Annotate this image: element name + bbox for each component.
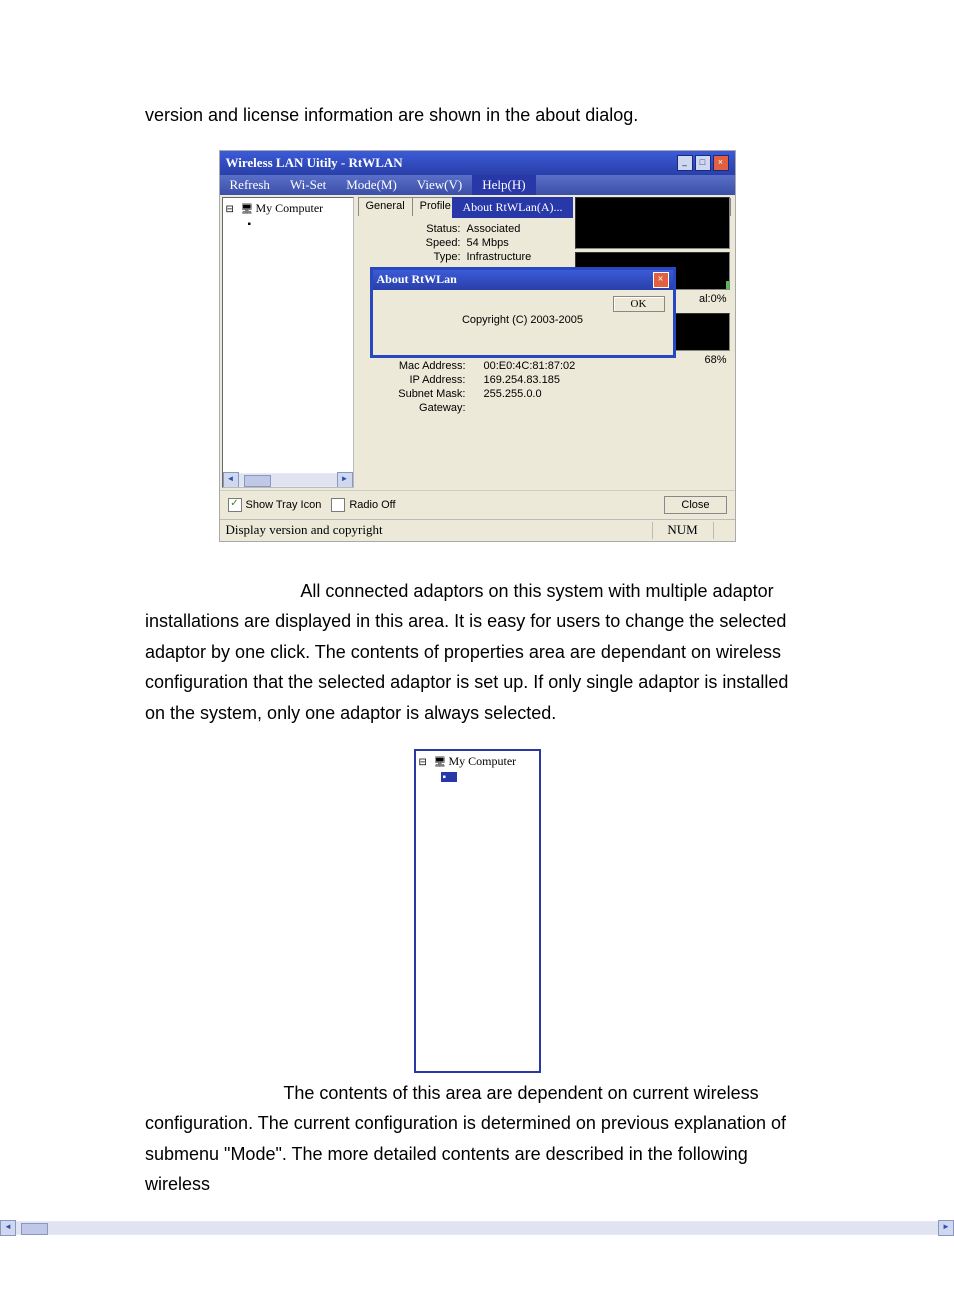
tree-screenshot: ⊟ 🖥 My Computer ▪ ◄ ► bbox=[414, 749, 541, 1073]
scroll-right-icon[interactable]: ► bbox=[337, 472, 353, 488]
paragraph-3: Properties Area The contents of this are… bbox=[145, 1078, 809, 1200]
subnet-value: 255.255.0.0 bbox=[484, 388, 542, 400]
menubar: Refresh Wi-Set Mode(M) View(V) Help(H) bbox=[220, 175, 735, 195]
minus-icon: ⊟ bbox=[226, 204, 238, 214]
paragraph-1: version and license information are show… bbox=[145, 100, 809, 131]
minus-icon: ⊟ bbox=[419, 757, 431, 767]
mac-label: Mac Address: bbox=[386, 360, 466, 372]
computer-icon: 🖥 bbox=[241, 204, 253, 214]
tray-checkbox-label: Show Tray Icon bbox=[246, 499, 322, 511]
tree2-content: ⊟ 🖥 My Computer ▪ bbox=[416, 751, 539, 1063]
tree-root-node[interactable]: ⊟ 🖥 My Computer bbox=[226, 201, 350, 216]
about-title: About RtWLan bbox=[377, 272, 457, 287]
paragraph-2: Adaptor List Area All connected adaptors… bbox=[145, 576, 809, 729]
about-dialog: About RtWLan × OK Copyright (C) 2003-200… bbox=[370, 267, 676, 358]
statusbar: Display version and copyright NUM bbox=[220, 519, 735, 541]
tree-child-node[interactable]: ▪ bbox=[226, 216, 350, 231]
menu-wiset[interactable]: Wi-Set bbox=[280, 175, 336, 195]
scroll-right-icon[interactable]: ► bbox=[938, 1220, 954, 1236]
tree2-scrollbar[interactable]: ◄ ► bbox=[0, 1221, 954, 1235]
tree-scrollbar[interactable]: ◄ ► bbox=[223, 473, 353, 487]
num-indicator: NUM bbox=[652, 522, 713, 539]
document-page: version and license information are show… bbox=[0, 0, 954, 1300]
about-copyright: Copyright (C) 2003-2005 bbox=[383, 314, 663, 326]
status-value: Associated bbox=[467, 223, 521, 235]
minimize-button[interactable]: _ bbox=[677, 155, 693, 171]
statusbar-text: Display version and copyright bbox=[226, 522, 652, 539]
mac-value: 00:E0:4C:81:87:02 bbox=[484, 360, 576, 372]
window-titlebar: Wireless LAN Uitily - RtWLAN _ □ × bbox=[220, 151, 735, 175]
tree-content: ⊟ 🖥 My Computer ▪ bbox=[223, 198, 353, 234]
scroll-thumb[interactable] bbox=[244, 475, 271, 487]
window-buttons: _ □ × bbox=[677, 155, 729, 171]
resize-grip-icon bbox=[713, 522, 729, 539]
tree2-root-node[interactable]: ⊟ 🖥 My Computer bbox=[419, 754, 536, 769]
ip-value: 169.254.83.185 bbox=[484, 374, 560, 386]
radio-checkbox-wrap[interactable]: Radio Off bbox=[331, 498, 395, 512]
about-menuitem[interactable]: About RtWLan(A)... bbox=[453, 198, 573, 217]
about-close-button[interactable]: × bbox=[653, 272, 669, 288]
speed-value: 54 Mbps bbox=[467, 237, 509, 249]
main-screenshot: Wireless LAN Uitily - RtWLAN _ □ × Refre… bbox=[220, 151, 735, 541]
close-window-button[interactable]: × bbox=[713, 155, 729, 171]
menu-refresh[interactable]: Refresh bbox=[220, 175, 280, 195]
tray-checkbox-wrap[interactable]: ✓ Show Tray Icon bbox=[228, 498, 322, 512]
computer-icon: 🖥 bbox=[434, 757, 446, 767]
bottom-bar: ✓ Show Tray Icon Radio Off Close bbox=[220, 490, 735, 519]
about-titlebar: About RtWLan × bbox=[373, 270, 673, 290]
ip-label: IP Address: bbox=[386, 374, 466, 386]
about-ok-button[interactable]: OK bbox=[613, 296, 665, 312]
adapter-icon: ▪ bbox=[248, 219, 260, 229]
signal-strength-box bbox=[575, 197, 730, 249]
adapter-icon: ▪ bbox=[441, 772, 457, 782]
tree2-root-label: My Computer bbox=[449, 754, 517, 768]
menu-help[interactable]: Help(H) bbox=[472, 175, 535, 195]
radio-checkbox[interactable] bbox=[331, 498, 345, 512]
scroll-track[interactable] bbox=[239, 474, 337, 486]
status-group: Status: Associated Speed: 54 Mbps Type: Inf… bbox=[411, 223, 532, 265]
tree-root-label: My Computer bbox=[256, 201, 324, 215]
signal-bar-icon bbox=[726, 281, 729, 289]
tree2-child-node[interactable]: ▪ bbox=[419, 769, 536, 784]
scroll-left-icon[interactable]: ◄ bbox=[0, 1220, 16, 1236]
about-body: OK Copyright (C) 2003-2005 bbox=[373, 290, 673, 355]
network-group: Mac Address: 00:E0:4C:81:87:02 IP Address… bbox=[386, 360, 576, 416]
window-title: Wireless LAN Uitily - RtWLAN bbox=[226, 155, 403, 171]
scroll-left-icon[interactable]: ◄ bbox=[223, 472, 239, 488]
close-button[interactable]: Close bbox=[664, 496, 726, 514]
menu-mode[interactable]: Mode(M) bbox=[336, 175, 407, 195]
tab-general[interactable]: General bbox=[358, 197, 413, 216]
type-value: Infrastructure bbox=[467, 251, 532, 263]
subnet-label: Subnet Mask: bbox=[386, 388, 466, 400]
main-content: ⊟ 🖥 My Computer ▪ ◄ ► General bbox=[220, 195, 735, 490]
paragraph-2-text: All connected adaptors on this system wi… bbox=[145, 581, 788, 723]
adaptor-tree-panel: ⊟ 🖥 My Computer ▪ ◄ ► bbox=[222, 197, 354, 488]
scroll-track[interactable] bbox=[16, 1222, 938, 1234]
paragraph-3-text: The contents of this area are dependent … bbox=[145, 1083, 786, 1195]
maximize-button[interactable]: □ bbox=[695, 155, 711, 171]
speed-label: Speed: bbox=[411, 237, 461, 249]
menu-view[interactable]: View(V) bbox=[407, 175, 472, 195]
tray-checkbox[interactable]: ✓ bbox=[228, 498, 242, 512]
type-label: Type: bbox=[411, 251, 461, 263]
scroll-thumb[interactable] bbox=[21, 1223, 48, 1235]
status-label: Status: bbox=[411, 223, 461, 235]
radio-checkbox-label: Radio Off bbox=[349, 499, 395, 511]
gateway-label: Gateway: bbox=[386, 402, 466, 414]
help-dropdown: About RtWLan(A)... bbox=[452, 197, 574, 218]
properties-panel: General Profile Statistics About RtWLan(… bbox=[356, 195, 735, 490]
